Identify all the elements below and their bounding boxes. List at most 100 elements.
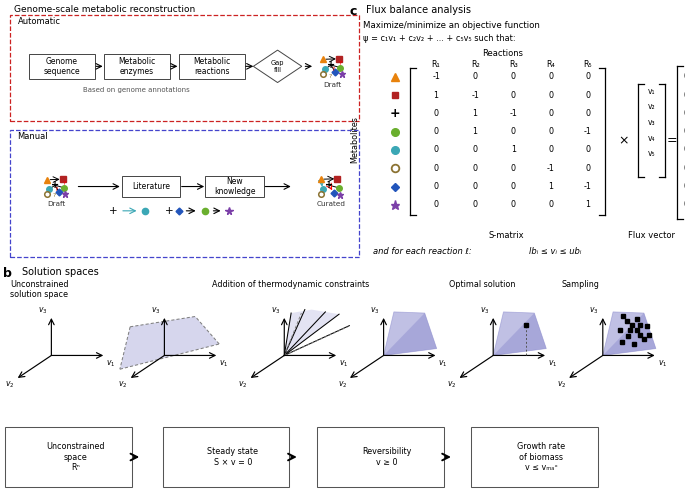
Text: and for each reaction ℓ:: and for each reaction ℓ:	[373, 247, 471, 256]
Text: Optimal solution: Optimal solution	[449, 280, 515, 289]
Text: v₂: v₂	[647, 103, 655, 111]
Polygon shape	[384, 312, 437, 355]
Text: ?: ?	[329, 73, 332, 78]
FancyBboxPatch shape	[163, 426, 289, 487]
Bar	[10, 15, 360, 121]
Text: $v_3$: $v_3$	[370, 306, 379, 316]
FancyBboxPatch shape	[29, 54, 95, 79]
Text: 0: 0	[434, 200, 438, 210]
Polygon shape	[493, 313, 547, 355]
Text: 0: 0	[586, 109, 590, 118]
Text: Based on genome annotations: Based on genome annotations	[84, 87, 190, 93]
Text: Metabolites: Metabolites	[350, 116, 359, 163]
Text: New
knowledge: New knowledge	[214, 177, 256, 196]
Text: -1: -1	[584, 182, 592, 191]
Text: 0: 0	[684, 164, 685, 173]
Text: $v_1$: $v_1$	[219, 358, 229, 369]
Text: +: +	[164, 206, 173, 216]
Text: 0: 0	[434, 164, 438, 173]
Text: Literature: Literature	[132, 182, 170, 191]
Text: $v_2$: $v_2$	[557, 380, 566, 390]
Text: $v_1$: $v_1$	[438, 358, 448, 369]
Text: R₄: R₄	[547, 60, 556, 70]
Text: 1: 1	[549, 182, 553, 191]
Text: Gap
fill: Gap fill	[271, 60, 284, 73]
FancyBboxPatch shape	[471, 426, 597, 487]
Text: 0: 0	[549, 91, 553, 100]
Text: $v_3$: $v_3$	[479, 306, 489, 316]
Text: 0: 0	[684, 72, 685, 81]
Text: v₄: v₄	[647, 134, 655, 142]
Text: Growth rate
of biomass
v ≤ vₘₐˣ: Growth rate of biomass v ≤ vₘₐˣ	[517, 442, 565, 472]
Text: Reactions: Reactions	[482, 49, 523, 58]
Text: $v_2$: $v_2$	[447, 380, 457, 390]
Text: +: +	[327, 60, 335, 70]
Text: Automatic: Automatic	[18, 17, 60, 27]
Polygon shape	[284, 310, 339, 355]
Text: ψ = c₁v₁ + c₂v₂ + ... + c₅v₅ such that:: ψ = c₁v₁ + c₂v₂ + ... + c₅v₅ such that:	[363, 34, 516, 43]
Polygon shape	[120, 317, 219, 369]
Text: 0: 0	[549, 127, 553, 136]
Text: +: +	[51, 180, 59, 190]
Text: $v_2$: $v_2$	[238, 380, 248, 390]
Text: $v_1$: $v_1$	[548, 358, 558, 369]
Text: Flux balance analysis: Flux balance analysis	[366, 5, 471, 15]
Text: R₁: R₁	[432, 60, 440, 70]
Polygon shape	[493, 312, 547, 355]
Text: 0: 0	[684, 91, 685, 100]
Text: Genome-scale metabolic reconstruction: Genome-scale metabolic reconstruction	[14, 5, 195, 14]
Text: 0: 0	[511, 91, 516, 100]
Bar	[10, 130, 360, 257]
Text: -1: -1	[509, 109, 517, 118]
Text: 0: 0	[434, 109, 438, 118]
Text: Curated: Curated	[316, 201, 345, 207]
Text: 0: 0	[549, 200, 553, 210]
Text: v₁: v₁	[647, 87, 655, 96]
Text: ?: ?	[331, 67, 334, 72]
Text: 0: 0	[511, 72, 516, 81]
Text: -1: -1	[547, 164, 555, 173]
Text: ?: ?	[55, 187, 58, 192]
Text: ×: ×	[619, 134, 629, 147]
Text: R₅: R₅	[584, 60, 593, 70]
Text: 1: 1	[434, 91, 438, 100]
Text: 0: 0	[684, 109, 685, 118]
Text: 0: 0	[586, 91, 590, 100]
Text: Maximize/minimize an objective function: Maximize/minimize an objective function	[363, 21, 540, 30]
Text: -1: -1	[432, 72, 440, 81]
Text: R₃: R₃	[509, 60, 518, 70]
Text: Draft: Draft	[323, 82, 342, 88]
Text: $v_1$: $v_1$	[106, 358, 116, 369]
Text: v₃: v₃	[647, 118, 655, 127]
Text: S-matrix: S-matrix	[488, 231, 524, 240]
Text: 1: 1	[473, 127, 477, 136]
FancyBboxPatch shape	[122, 176, 180, 197]
Polygon shape	[253, 50, 302, 82]
Text: 0: 0	[684, 182, 685, 191]
Text: $v_1$: $v_1$	[339, 358, 349, 369]
Text: +: +	[325, 180, 334, 190]
Text: Steady state
S × v = 0: Steady state S × v = 0	[208, 447, 258, 467]
Text: 0: 0	[586, 145, 590, 154]
Text: 1: 1	[473, 109, 477, 118]
FancyBboxPatch shape	[5, 426, 132, 487]
Text: Reversibility
v ≥ 0: Reversibility v ≥ 0	[362, 447, 412, 467]
Text: $v_3$: $v_3$	[151, 306, 160, 316]
Text: 0: 0	[473, 200, 477, 210]
Text: 0: 0	[586, 72, 590, 81]
Text: $v_3$: $v_3$	[271, 306, 280, 316]
Text: R₂: R₂	[471, 60, 479, 70]
Text: ?: ?	[53, 193, 56, 198]
Text: 0: 0	[434, 127, 438, 136]
Text: 0: 0	[549, 145, 553, 154]
Text: -1: -1	[471, 91, 479, 100]
Text: 0: 0	[549, 72, 553, 81]
Polygon shape	[384, 313, 437, 355]
Text: ?: ?	[338, 61, 342, 66]
Text: $v_2$: $v_2$	[119, 380, 128, 390]
Text: 0: 0	[473, 72, 477, 81]
Text: v₅: v₅	[647, 149, 655, 158]
Text: Manual: Manual	[18, 132, 48, 141]
Text: lbᵢ ≤ vᵢ ≤ ubᵢ: lbᵢ ≤ vᵢ ≤ ubᵢ	[529, 247, 581, 256]
Text: Flux vector: Flux vector	[627, 231, 675, 240]
